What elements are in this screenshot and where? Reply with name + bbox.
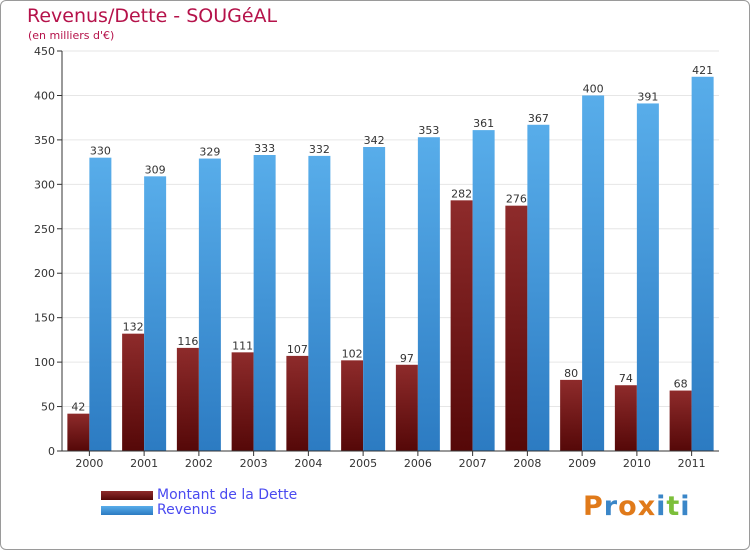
x-tick-label: 2004 — [294, 457, 322, 470]
data-label-debt: 116 — [177, 335, 198, 348]
x-tick-label: 2000 — [75, 457, 103, 470]
logo-letter: r — [603, 491, 619, 522]
bar-revenue — [253, 155, 276, 451]
data-label-revenue: 391 — [637, 90, 658, 103]
data-label-revenue: 342 — [364, 134, 385, 147]
logo-letter: i — [656, 491, 667, 522]
data-label-debt: 282 — [451, 187, 472, 200]
logo-letter: t — [666, 491, 681, 522]
y-tick-label: 450 — [34, 45, 55, 58]
y-tick-label: 50 — [41, 401, 55, 414]
bar-debt — [450, 200, 473, 451]
legend-label-debt: Montant de la Dette — [157, 487, 298, 503]
x-tick-label: 2010 — [623, 457, 651, 470]
y-tick-label: 150 — [34, 312, 55, 325]
y-tick-label: 400 — [34, 89, 55, 102]
axes: 0 50 100 150 200 250 300 350 400 450 2000 2001 2002 2… — [34, 45, 719, 470]
bar-revenue — [691, 76, 714, 452]
legend-item-debt: Montant de la Dette — [101, 487, 297, 503]
bar-debt — [560, 379, 583, 451]
data-label-debt: 74 — [619, 372, 633, 385]
bar-debt — [231, 352, 254, 451]
bar-revenue — [198, 158, 221, 452]
logo-letter: i — [680, 491, 691, 522]
data-label-revenue: 367 — [528, 112, 549, 125]
data-label-revenue: 361 — [473, 117, 494, 130]
bar-debt — [176, 347, 199, 451]
data-label-revenue: 332 — [309, 143, 330, 156]
y-tick-label: 100 — [34, 356, 55, 369]
y-tick-label: 350 — [34, 134, 55, 147]
logo-letter: x — [637, 491, 657, 522]
data-label-debt: 107 — [287, 343, 308, 356]
bar-debt — [286, 355, 309, 451]
y-tick-label: 0 — [48, 445, 55, 458]
x-tick-label: 2006 — [404, 457, 432, 470]
data-label-debt: 102 — [342, 347, 363, 360]
data-label-revenue: 330 — [90, 145, 111, 158]
bar-revenue — [144, 176, 167, 452]
grid-lines — [62, 50, 719, 408]
bar-debt — [122, 333, 145, 451]
bar-revenue — [308, 155, 331, 451]
bar-debt — [341, 360, 364, 451]
logo-letter: o — [618, 491, 638, 522]
bar-debt — [669, 390, 692, 451]
bars — [67, 76, 714, 452]
x-tick-label: 2005 — [349, 457, 377, 470]
proxiti-logo: Proxiti — [583, 491, 691, 522]
data-label-debt: 276 — [506, 193, 527, 206]
x-tick-label: 2002 — [185, 457, 213, 470]
bar-debt — [505, 205, 528, 451]
legend-swatch-debt — [101, 490, 153, 500]
legend-label-revenue: Revenus — [157, 502, 217, 518]
bar-revenue — [582, 95, 605, 451]
data-labels: 42 330 132 309 116 329 111 333 107 332 102 342 97 353… — [71, 64, 713, 414]
bar-debt — [67, 413, 90, 451]
y-tick-label: 250 — [34, 223, 55, 236]
data-label-debt: 132 — [123, 321, 144, 334]
data-label-debt: 97 — [400, 352, 414, 365]
data-label-revenue: 333 — [254, 142, 275, 155]
chart-title: Revenus/Dette - SOUGéAL — [27, 5, 278, 27]
x-tick-label: 2001 — [130, 457, 158, 470]
bar-revenue — [472, 130, 495, 451]
data-label-revenue: 329 — [199, 146, 220, 159]
data-label-debt: 80 — [564, 367, 578, 380]
y-tick-label: 200 — [34, 267, 55, 280]
data-label-debt: 42 — [71, 401, 85, 414]
data-label-debt: 68 — [674, 378, 688, 391]
data-label-revenue: 309 — [145, 163, 166, 176]
data-label-revenue: 400 — [583, 82, 604, 95]
bar-revenue — [636, 103, 659, 451]
bar-revenue — [417, 137, 440, 451]
bar-revenue — [363, 147, 386, 451]
legend-swatch-revenue — [101, 505, 153, 515]
x-tick-label: 2011 — [678, 457, 706, 470]
x-tick-label: 2008 — [513, 457, 541, 470]
chart-subtitle: (en milliers d'€) — [28, 29, 115, 42]
data-label-revenue: 421 — [692, 64, 713, 77]
data-label-revenue: 353 — [418, 124, 439, 137]
bar-debt — [614, 385, 637, 451]
logo-letter: P — [583, 491, 604, 522]
legend-item-revenue: Revenus — [101, 502, 217, 518]
x-tick-label: 2007 — [459, 457, 487, 470]
bar-revenue — [527, 124, 550, 452]
data-label-debt: 111 — [232, 339, 253, 352]
x-tick-label: 2009 — [568, 457, 596, 470]
y-tick-label: 300 — [34, 178, 55, 191]
bar-revenue — [89, 157, 112, 451]
bar-debt — [395, 364, 418, 451]
x-tick-label: 2003 — [240, 457, 268, 470]
